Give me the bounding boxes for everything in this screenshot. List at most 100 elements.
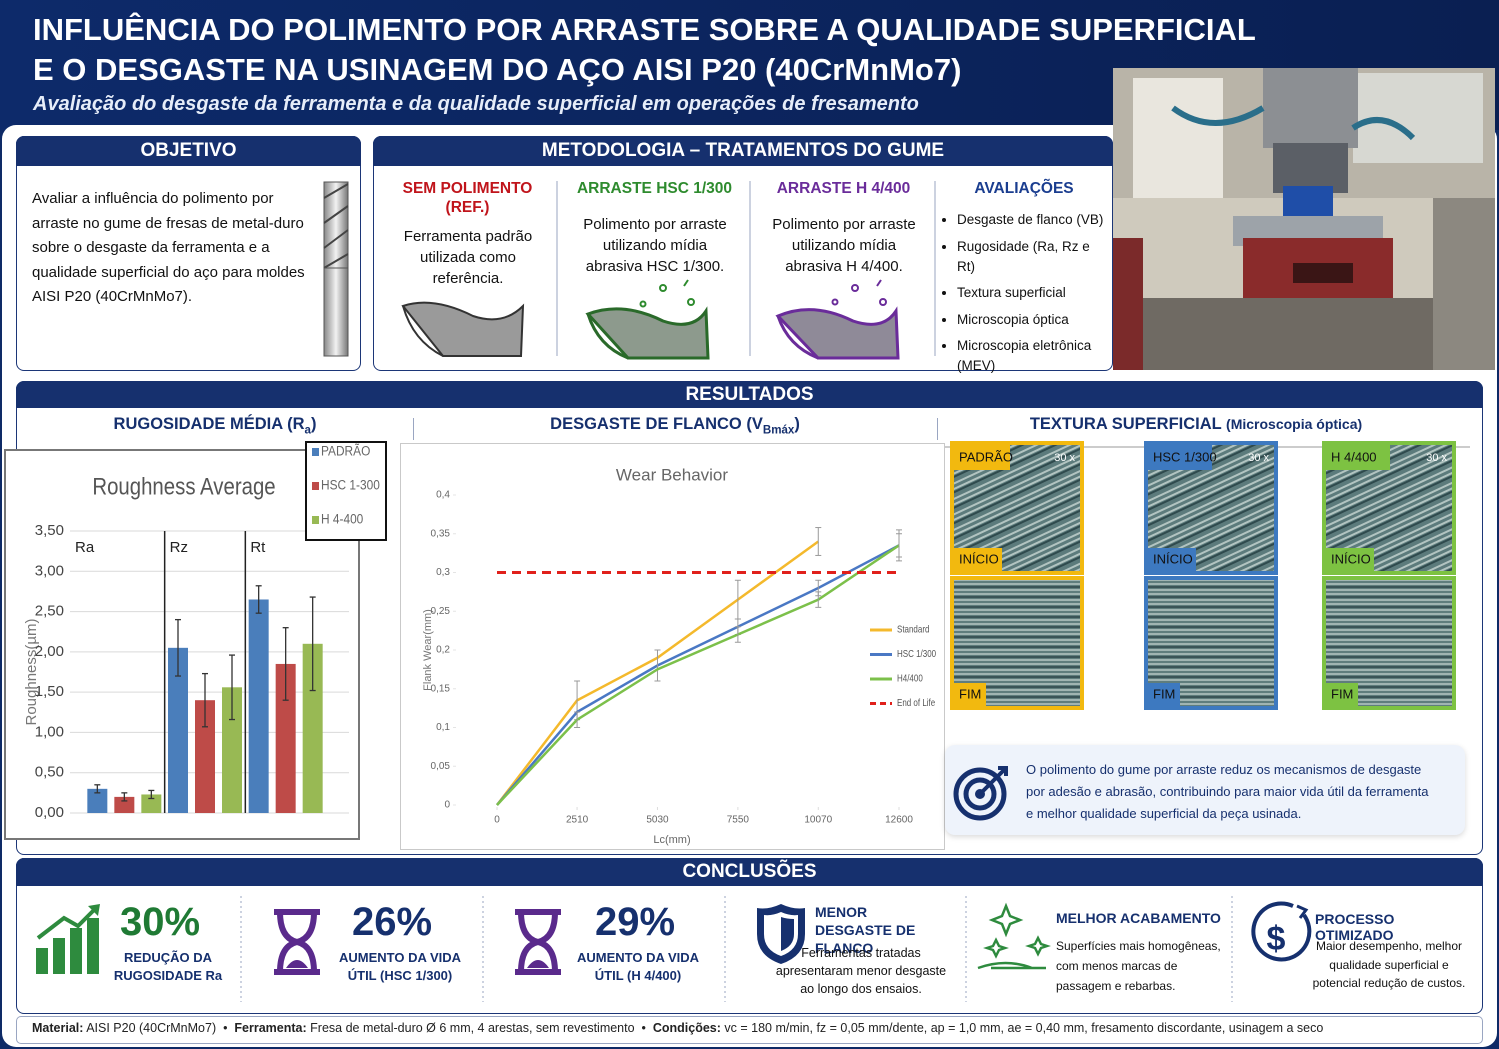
x-tick-label: 0 (494, 815, 500, 826)
sample-label: PADRÃO (959, 449, 1013, 464)
legend-box (305, 441, 387, 541)
footer-box (16, 1016, 1483, 1044)
legend-label: H4/400 (897, 673, 923, 684)
y-tick-label: 0,50 (35, 764, 64, 781)
note-box (945, 745, 1465, 835)
error-bar (815, 591, 822, 608)
section-heading: RESULTADOS (16, 381, 1483, 408)
bar (275, 663, 296, 813)
results-subheading: DESGASTE DE FLANCO (VBmáx) (415, 415, 935, 436)
footer-value: AISI P20 (40CrMnMo7) (86, 1021, 217, 1035)
shield-icon (757, 904, 805, 964)
conclusion-text: Maior desempenho, melhor qualidade super… (1312, 939, 1466, 990)
x-tick-label: 10070 (804, 815, 832, 826)
error-bar (175, 618, 181, 677)
conclusion-title: MELHOR ACABAMENTO (1056, 910, 1221, 926)
x-tick-label: 12600 (885, 815, 913, 826)
bar (114, 796, 135, 813)
legend-label: End of Life (897, 697, 935, 708)
conclusion-label: AUMENTO DA VIDA ÚTIL (H 4/400) (576, 950, 700, 983)
bar (302, 643, 323, 813)
chart-title: Roughness Average (92, 473, 275, 500)
chart-title: Wear Behavior (616, 465, 728, 484)
evaluation-list: Desgaste de flanco (VB) Rugosidade (Ra, … (940, 210, 1110, 376)
y-tick-label: 0,15 (431, 683, 451, 694)
y-tick-label: 0,00 (35, 804, 64, 821)
tag-label: FIM (1331, 686, 1353, 701)
column-text: Ferramenta padrão utilizada como referên… (403, 228, 533, 287)
conclusion-label: REDUÇÃO DA RUGOSIDADE Ra (113, 950, 223, 983)
note-text: O polimento do gume por arraste reduz os… (1026, 762, 1429, 821)
sparkle-icon (977, 902, 1051, 970)
bar (222, 687, 242, 813)
error-bar (309, 596, 316, 692)
column-text: Polimento por arraste utilizando mídia a… (583, 216, 727, 275)
legend-label: HSC 1/300 (897, 648, 936, 659)
bars-icon (36, 904, 100, 974)
series-line (496, 544, 900, 806)
tag-bg (1326, 683, 1358, 706)
legend-label: Standard (897, 624, 929, 635)
title-line: INFLUÊNCIA DO POLIMENTO POR ARRASTE SOBR… (33, 12, 1256, 47)
y-tick-label: 0,4 (436, 490, 450, 501)
y-tick-label: 1,50 (35, 683, 64, 700)
y-tick-label: 2,50 (35, 603, 64, 620)
objective-text: Avaliar a influência do polimento por ar… (32, 190, 305, 305)
hourglass-icon (274, 909, 320, 975)
heading-sub: Bmáx (762, 424, 795, 437)
column-title: SEM POLIMENTO (REF.) (402, 180, 533, 216)
tag-label: INÍCIO (959, 551, 999, 566)
column-text: Polimento por arraste utilizando mídia a… (772, 216, 916, 275)
end-mill-icon (323, 181, 349, 357)
heading-text: DESGASTE DE FLANCO (V (550, 415, 763, 433)
series-line (496, 544, 900, 806)
legend-swatch (312, 516, 319, 524)
conclusion-icons: $ (36, 896, 1312, 1002)
bar (195, 700, 215, 813)
tag-label: FIM (1153, 686, 1175, 701)
y-axis-label: Flank Wear(mm) (422, 609, 434, 691)
dollar-icon: $ (1251, 901, 1312, 962)
texture-grid: INÍCIO FIM PADRÃO 30 x INÍCIO FIM HSC 1/300 30 … (945, 441, 1470, 710)
y-tick-label: 2,00 (35, 643, 64, 660)
tag-bg (954, 683, 986, 706)
svg-text:$: $ (1267, 920, 1286, 958)
heading-text: RUGOSIDADE MÉDIA (R (113, 415, 305, 433)
section-heading: METODOLOGIA – TRATAMENTOS DO GUME (373, 136, 1113, 166)
divider (413, 418, 414, 440)
bar (248, 599, 269, 813)
y-tick-label: 0,2 (436, 645, 450, 656)
subtitle: Avaliação do desgaste da ferramenta e da… (33, 93, 919, 115)
results-subheading: TEXTURA SUPERFICIAL (Microscopia óptica) (940, 415, 1452, 434)
footer-value: Fresa de metal-duro Ø 6 mm, 4 arestas, s… (310, 1021, 635, 1035)
legend-swatch (312, 482, 319, 490)
section-heading: OBJETIVO (16, 136, 361, 166)
error-bar (255, 585, 262, 614)
magnification: 30 x (1248, 452, 1269, 464)
evaluation-item: Textura superficial (957, 283, 1110, 303)
heading-text: ) (794, 415, 800, 433)
column-title: ARRASTE HSC 1/300 (576, 180, 733, 197)
footer-value: vc = 180 m/min, fz = 0,05 mm/dente, ap =… (724, 1021, 1324, 1035)
x-axis-label: Lc(mm) (653, 834, 690, 846)
error-bar (282, 627, 289, 701)
heading-detail: (Microscopia óptica) (1226, 416, 1363, 432)
conclusion-title: PROCESSO OTIMIZADO (1315, 911, 1395, 943)
category-label: Ra (75, 539, 95, 556)
column-title: ARRASTE H 4/400 (776, 180, 911, 197)
error-bar (896, 533, 902, 558)
legend-swatch (312, 448, 319, 456)
error-bar (815, 527, 822, 556)
legend-label: HSC 1-300 (321, 477, 380, 493)
evaluation-item: Microscopia óptica (957, 310, 1110, 330)
category-label: Rz (170, 539, 188, 556)
x-tick-label: 5030 (646, 815, 669, 826)
y-tick-label: 1,00 (35, 723, 64, 740)
conclusion-title: MENOR DESGASTE DE FLANCO (815, 904, 916, 956)
conclusion-text: Superfícies mais homogêneas, com menos m… (1056, 939, 1221, 993)
tag-bg (1148, 445, 1212, 470)
divider (937, 418, 938, 440)
x-tick-label: 7550 (727, 815, 750, 826)
y-tick-label: 3,00 (35, 562, 64, 579)
tag-label: FIM (959, 686, 981, 701)
